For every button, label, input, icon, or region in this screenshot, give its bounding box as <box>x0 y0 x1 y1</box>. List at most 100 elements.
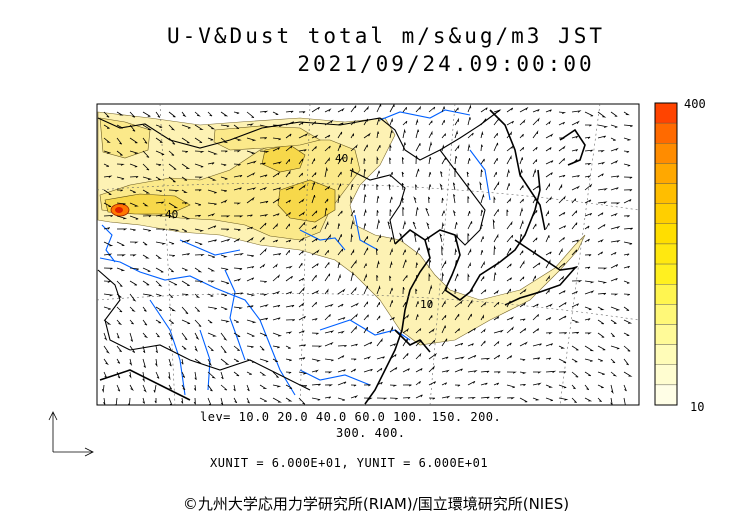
wind-arrow <box>128 397 131 405</box>
wind-arrow <box>220 267 229 271</box>
colorbar-swatch <box>654 324 678 345</box>
wind-arrow <box>532 328 540 334</box>
wind-arrow <box>452 182 456 191</box>
wind-arrow <box>623 241 633 245</box>
wind-arrow <box>337 122 344 126</box>
wind-arrow <box>571 384 576 390</box>
wind-arrow <box>259 384 268 389</box>
wind-arrow <box>272 187 281 191</box>
wind-arrow <box>298 211 306 217</box>
wind-arrow <box>220 306 228 310</box>
wind-arrow <box>610 278 618 282</box>
wind-arrow <box>337 143 342 152</box>
wind-arrow <box>441 338 448 347</box>
wind-arrow <box>272 263 278 269</box>
wind-arrow <box>389 260 393 269</box>
wind-arrow <box>350 302 359 308</box>
wind-arrow <box>142 267 151 272</box>
wind-arrow <box>467 313 472 321</box>
wind-arrow <box>155 201 165 204</box>
wind-arrow <box>272 274 281 282</box>
wind-arrow <box>493 181 500 191</box>
wind-arrow <box>493 117 500 126</box>
wind-arrow <box>207 225 217 230</box>
wind-arrow <box>402 384 412 387</box>
wind-arrow <box>454 342 464 347</box>
wind-arrow <box>311 263 319 269</box>
wind-arrow <box>519 260 525 269</box>
wind-arrow <box>116 332 120 339</box>
wind-arrow <box>519 358 526 361</box>
wind-arrow <box>155 371 160 379</box>
wind-arrow <box>467 261 471 269</box>
wind-arrow <box>129 306 136 312</box>
wind-arrow <box>558 183 563 191</box>
wind-arrow <box>610 187 619 191</box>
wind-arrow <box>376 356 385 360</box>
wind-arrow <box>610 293 619 296</box>
wind-arrow <box>128 371 132 379</box>
wind-arrow <box>454 368 463 373</box>
wind-arrow <box>493 371 501 374</box>
wind-arrow <box>129 384 134 392</box>
colorbar-swatch <box>654 183 678 204</box>
wind-arrow <box>415 168 420 178</box>
wind-arrow <box>454 167 457 178</box>
wind-arrow <box>584 358 593 362</box>
wind-arrow <box>337 345 347 348</box>
wind-arrow <box>610 240 621 243</box>
wind-arrow <box>285 249 290 256</box>
wind-arrow <box>155 124 163 128</box>
wind-arrow <box>558 137 565 140</box>
wind-arrow <box>194 254 205 257</box>
wind-arrow <box>480 357 491 361</box>
wind-arrow <box>597 384 604 389</box>
wind-arrow <box>610 371 618 377</box>
wind-arrow <box>441 157 447 165</box>
wind-arrow <box>597 212 604 217</box>
colorbar-swatch <box>654 163 678 184</box>
wind-arrow <box>168 189 180 193</box>
wind-arrow <box>298 371 308 375</box>
wind-arrow <box>480 130 484 139</box>
wind-arrow <box>584 384 590 391</box>
wind-arrow <box>414 233 417 243</box>
wind-arrow <box>545 196 552 204</box>
wind-arrow <box>493 289 499 295</box>
wind-arrow <box>376 302 380 308</box>
wind-arrow <box>389 275 392 282</box>
wind-arrow <box>129 163 138 168</box>
wind-arrow <box>415 207 419 217</box>
colorbar-swatch <box>654 122 678 144</box>
wind-arrow <box>363 326 368 334</box>
wind-arrow <box>545 160 554 165</box>
wind-arrow <box>571 280 583 283</box>
wind-arrow <box>298 237 305 243</box>
wind-arrow <box>168 202 179 209</box>
wind-arrow <box>259 247 267 256</box>
wind-arrow <box>337 317 346 321</box>
wind-arrow <box>142 241 148 246</box>
wind-arrow <box>220 124 230 128</box>
wind-arrow <box>402 128 406 139</box>
wind-arrow <box>194 345 198 352</box>
wind-arrow <box>402 275 408 282</box>
wind-arrow <box>428 300 432 308</box>
wind-arrow <box>493 260 499 269</box>
wind-arrow <box>571 198 577 204</box>
wind-arrow <box>506 397 515 400</box>
wind-arrow <box>506 220 513 230</box>
wind-arrow <box>376 381 383 386</box>
wind-arrow <box>142 345 146 353</box>
wind-arrow <box>545 288 550 295</box>
wind-arrow <box>207 280 215 283</box>
wind-arrow <box>532 262 541 269</box>
wind-arrow <box>259 237 265 243</box>
wind-arrow <box>168 228 180 232</box>
wind-arrow <box>558 332 567 335</box>
wind-arrow <box>402 220 406 230</box>
wind-arrow <box>480 382 488 386</box>
wind-arrow <box>207 345 214 352</box>
wind-arrow <box>363 236 369 243</box>
credit-line: ©九州大学応用力学研究所(RIAM)/国立環境研究所(NIES) <box>182 495 570 513</box>
